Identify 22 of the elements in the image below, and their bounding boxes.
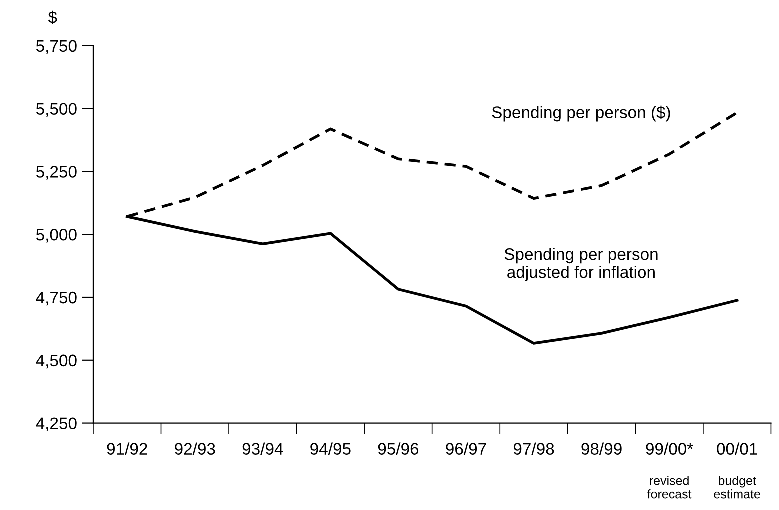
x-tick-label: 95/96 — [378, 442, 419, 455]
x-tick-label: 98/99 — [582, 442, 622, 455]
x-tick-label: 93/94 — [242, 442, 284, 455]
y-tick-label: 5,500 — [36, 103, 77, 117]
text: Spending per person adjusted for inflation — [504, 248, 658, 282]
y-tick-label: 5,250 — [36, 166, 77, 180]
y-tick-label: 5,000 — [36, 229, 77, 243]
y-tick-label: 4,500 — [36, 354, 77, 369]
x-tick-label: 92/93 — [175, 442, 216, 455]
x-tick-label: 94/95 — [310, 442, 351, 455]
x-tick-label: 99/00* — [646, 442, 694, 455]
y-tick-label: 4,750 — [36, 292, 77, 306]
text: budget estimate — [714, 476, 760, 499]
series-label: Spending per person ($) — [492, 106, 670, 122]
text: revised forecast — [648, 476, 692, 499]
y-tick-label: 5,750 — [36, 40, 77, 54]
y-tick-label: 4,250 — [36, 418, 77, 432]
x-tick-label: 91/92 — [107, 442, 148, 455]
x-tick-label: 00/01 — [717, 442, 758, 455]
x-tick-label: 96/97 — [446, 442, 486, 455]
y-axis-title: $ — [48, 10, 58, 24]
x-tick-label: 97/98 — [514, 442, 554, 455]
